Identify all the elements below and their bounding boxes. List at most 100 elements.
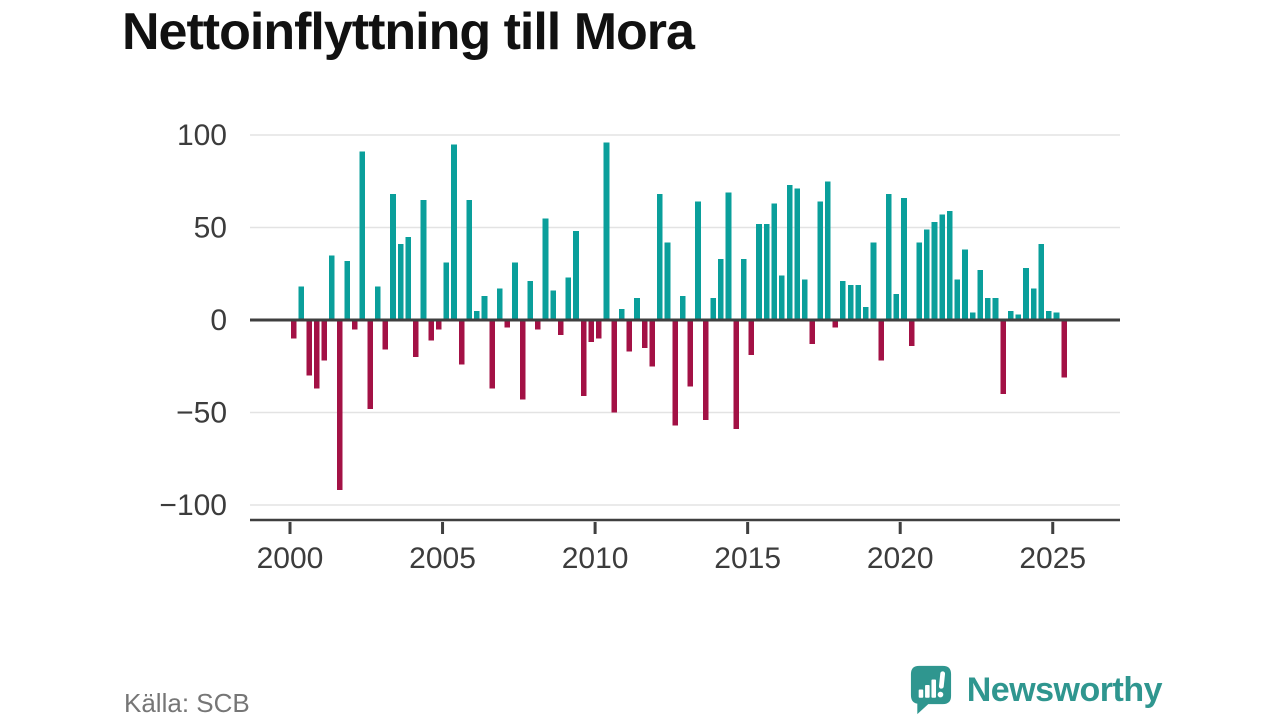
- bar: [298, 286, 305, 320]
- bar: [901, 197, 907, 320]
- bar: [565, 277, 572, 320]
- bar: [573, 231, 579, 320]
- bar: [588, 320, 595, 343]
- bar: [916, 242, 923, 320]
- bar: [329, 255, 335, 320]
- bar: [1015, 314, 1022, 320]
- bar: [374, 286, 381, 320]
- bar: [359, 151, 366, 320]
- bar: [1038, 244, 1045, 320]
- bar: [1046, 310, 1052, 320]
- bar: [924, 229, 930, 320]
- bar: [634, 297, 640, 320]
- bar: [939, 214, 945, 320]
- bar: [687, 320, 694, 387]
- bar: [420, 199, 427, 320]
- bar: [405, 236, 412, 320]
- x-tick-label: 2005: [409, 542, 476, 575]
- brand-lockup: Newsworthy: [909, 664, 1163, 716]
- bar: [306, 320, 312, 376]
- bar: [885, 194, 892, 320]
- x-tick-label: 2025: [1019, 542, 1086, 575]
- bar: [527, 281, 534, 320]
- bar: [603, 142, 610, 320]
- bar: [535, 320, 541, 330]
- bar: [641, 320, 648, 348]
- bar: [855, 284, 861, 320]
- bar: [466, 199, 473, 320]
- bar: [496, 288, 503, 320]
- bar: [443, 262, 450, 320]
- bar: [451, 144, 457, 320]
- bar: [748, 320, 755, 356]
- bar: [878, 320, 884, 361]
- bar: [756, 223, 762, 320]
- bar: [679, 295, 686, 320]
- y-tick-label: −50: [176, 397, 227, 430]
- bar: [863, 307, 869, 320]
- y-tick-label: 0: [210, 304, 227, 337]
- bar: [672, 320, 678, 426]
- bar: [977, 270, 984, 320]
- bar: [725, 192, 732, 320]
- y-tick-label: 50: [194, 212, 227, 245]
- bar: [733, 320, 739, 430]
- bar: [458, 320, 465, 365]
- bar: [794, 188, 800, 320]
- bar: [344, 260, 350, 320]
- bar: [550, 290, 556, 320]
- y-tick-label: 100: [177, 119, 227, 152]
- bar: [954, 279, 961, 320]
- bar: [847, 284, 854, 320]
- bar: [596, 320, 602, 339]
- bar: [336, 320, 343, 491]
- bar: [397, 244, 404, 320]
- bar: [649, 320, 656, 367]
- bar: [664, 242, 671, 320]
- bar: [802, 279, 808, 320]
- bar: [893, 294, 900, 320]
- bar: [519, 320, 526, 400]
- bar: [474, 310, 480, 320]
- bar: [840, 281, 846, 320]
- bar: [435, 320, 442, 330]
- bar: [908, 320, 915, 346]
- bar: [1030, 288, 1037, 320]
- bar: [962, 249, 968, 320]
- bar: [1053, 312, 1060, 320]
- bar: [413, 320, 419, 357]
- bar: [382, 320, 389, 350]
- bar: [946, 210, 953, 320]
- x-tick-label: 2000: [257, 542, 324, 575]
- bar: [931, 221, 938, 320]
- bar: [992, 297, 999, 320]
- y-tick-label: −100: [159, 489, 227, 522]
- bar: [1023, 268, 1029, 320]
- bar: [291, 320, 297, 339]
- bar: [763, 223, 770, 320]
- bar: [817, 201, 823, 320]
- bar: [832, 320, 839, 328]
- bar: [1000, 320, 1006, 394]
- bar: [542, 218, 549, 320]
- bar: [611, 320, 617, 413]
- bar: [428, 320, 434, 341]
- bar: [504, 320, 511, 328]
- bar: [367, 320, 373, 409]
- bar: [771, 203, 778, 320]
- bar: [321, 320, 328, 361]
- bar: [489, 320, 495, 389]
- bar: [718, 258, 724, 320]
- bar: [824, 181, 831, 320]
- bar: [580, 320, 587, 396]
- bar: [557, 320, 564, 335]
- bar: [1007, 310, 1014, 320]
- bar: [352, 320, 358, 330]
- bar: [740, 258, 747, 320]
- source-note: Källa: SCB: [124, 688, 250, 718]
- bar: [313, 320, 320, 389]
- bar: [809, 320, 816, 345]
- bar: [702, 320, 709, 420]
